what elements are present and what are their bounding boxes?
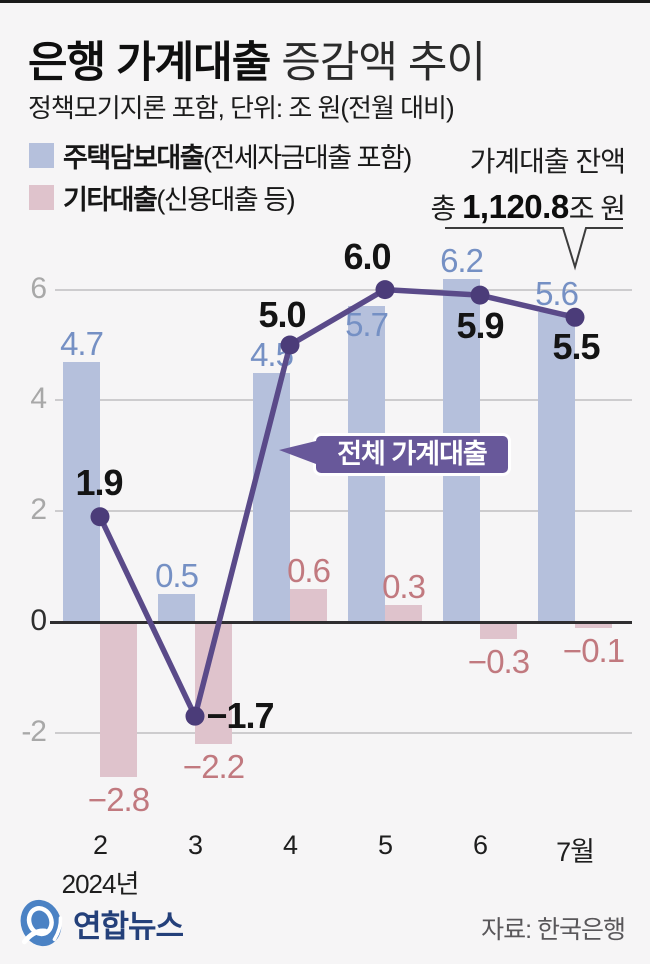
total-loan-label: −1.7 [206, 695, 274, 737]
housing-loan-bar-label: 4.5 [250, 335, 294, 373]
x-axis-label-6: 7월 [556, 837, 595, 867]
y-tick-4: 4 [30, 382, 47, 416]
x-axis-label-1: 2 [92, 830, 108, 860]
housing-loan-bar-label: 5.6 [535, 274, 579, 312]
other-loan-bar [385, 605, 422, 622]
housing-loan-bar [63, 361, 100, 622]
other-loan-swatch [29, 184, 54, 210]
total-loan-label: 6.0 [343, 235, 391, 277]
total-loan-label: 1.9 [75, 461, 123, 503]
housing-loan-bar [253, 372, 290, 622]
yonhap-globe-icon [20, 899, 63, 947]
x-axis-label-3: 4 [282, 830, 298, 860]
balance-annotation-value: 총 1,120.8조 원 [430, 188, 626, 225]
zero-axis-line [50, 621, 632, 624]
y-tick-6: 6 [30, 271, 47, 305]
other-loan-bar-label: −0.1 [562, 631, 625, 669]
total-loan-label: 5.5 [552, 326, 600, 368]
other-loan-bar [575, 622, 612, 628]
yonhap-logo-text: 연합뉴스 [73, 908, 184, 944]
other-loan-bar-label: −2.2 [182, 747, 245, 785]
top-border [0, 0, 650, 3]
other-loan-bar-label: 0.6 [287, 551, 331, 589]
x-axis-label-2: 3 [187, 830, 203, 860]
legend-item-other-loan: 기타대출(신용대출 등) [29, 183, 296, 215]
source-label: 자료: 한국은행 [481, 916, 626, 944]
housing-loan-bar-label: 5.7 [345, 306, 389, 344]
x-axis-year-label: 2024년 [61, 869, 140, 899]
housing-loan-bar-label: 0.5 [155, 557, 199, 595]
housing-loan-swatch [29, 142, 54, 168]
housing-loan-bar-label: 4.7 [60, 324, 104, 362]
balance-annotation-title: 가계대출 잔액 [469, 146, 626, 177]
other-loan-bar [290, 588, 327, 622]
y-tick--2: -2 [21, 714, 47, 748]
other-loan-bar-label: −2.8 [87, 781, 150, 819]
total-loan-callout: 전체 가계대출 [313, 433, 511, 476]
total-loan-label: 5.9 [456, 305, 504, 347]
yonhap-logo: 연합뉴스 [18, 897, 184, 949]
total-loan-label: 5.0 [258, 294, 306, 335]
chart-subtitle: 정책모기지론 포함, 단위: 조 원(전월 대비) [28, 93, 455, 123]
page-title: 은행 가계대출 증감액 추이 [28, 28, 486, 90]
y-tick-0: 0 [30, 604, 47, 637]
balance-annotation: 가계대출 잔액 총 1,120.8조 원 [430, 140, 626, 227]
page-title-bold: 은행 가계대출 [28, 39, 271, 87]
other-loan-bar-label: −0.3 [467, 642, 530, 680]
gridline--2 [55, 731, 632, 734]
y-tick-2: 2 [30, 493, 47, 527]
legend-item-housing-loan: 주택담보대출(전세자금대출 포함) [29, 141, 412, 173]
x-axis-label-5: 6 [472, 830, 488, 860]
page-title-rest: 증감액 추이 [270, 39, 486, 87]
housing-loan-label: 주택담보대출(전세자금대출 포함) [63, 142, 412, 173]
other-loan-bar [100, 622, 137, 778]
housing-loan-bar [158, 594, 195, 622]
housing-loan-bar-label: 6.2 [440, 241, 484, 279]
total-loan-callout-pointer [279, 441, 316, 464]
other-loan-bar [480, 622, 517, 639]
other-loan-label: 기타대출(신용대출 등) [63, 184, 296, 215]
x-axis-label-4: 5 [377, 830, 393, 860]
other-loan-bar-label: 0.3 [382, 568, 426, 606]
